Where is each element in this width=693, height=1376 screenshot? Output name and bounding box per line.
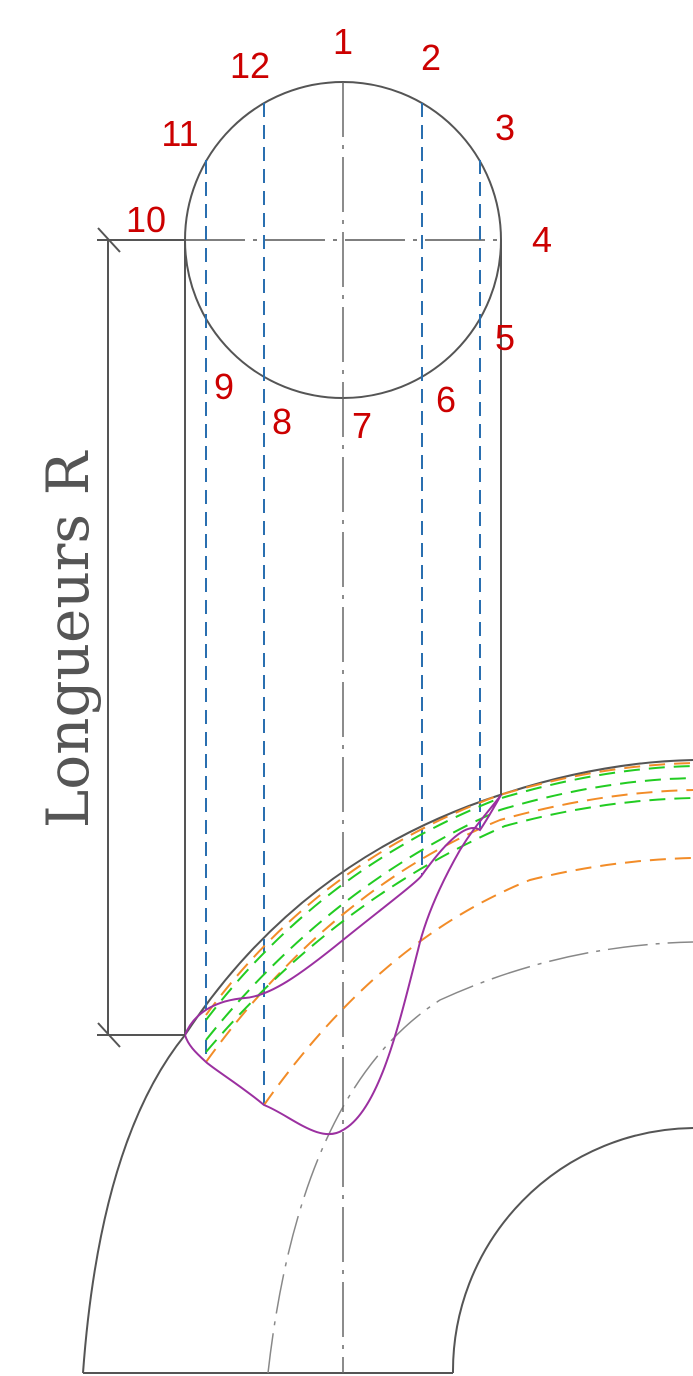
point-labels: 1 2 3 4 5 6 7 8 9 10 11 12 [126, 21, 552, 446]
dimension-tick-bottom [97, 1022, 121, 1048]
orange-curve-1 [205, 762, 693, 1016]
green-curve-1 [205, 765, 693, 1021]
inner-elbow-arc [451, 1127, 693, 1374]
point-label-3: 3 [495, 107, 515, 148]
dimension-label: Longueurs R [34, 449, 102, 828]
point-label-7: 7 [352, 405, 372, 446]
point-label-9: 9 [214, 366, 234, 407]
dimension-line [97, 227, 185, 1048]
point-label-12: 12 [230, 45, 270, 86]
orange-curve-2 [205, 789, 693, 1063]
point-label-1: 1 [333, 21, 353, 62]
point-label-2: 2 [421, 37, 441, 78]
intersection-curve [183, 794, 502, 1136]
point-label-8: 8 [272, 401, 292, 442]
point-label-10: 10 [126, 199, 166, 240]
green-construction-curves [205, 765, 693, 1053]
orange-curve-3 [263, 857, 693, 1106]
point-label-6: 6 [436, 379, 456, 420]
dimension-tick-top [97, 227, 121, 253]
elbow-centerline [267, 941, 693, 1374]
green-curve-2 [205, 777, 693, 1041]
point-label-11: 11 [161, 113, 198, 154]
outer-elbow-arc [82, 759, 693, 1374]
point-label-5: 5 [495, 317, 515, 358]
point-label-4: 4 [532, 219, 552, 260]
green-curve-3 [205, 797, 693, 1053]
projection-lines [205, 103, 481, 1105]
